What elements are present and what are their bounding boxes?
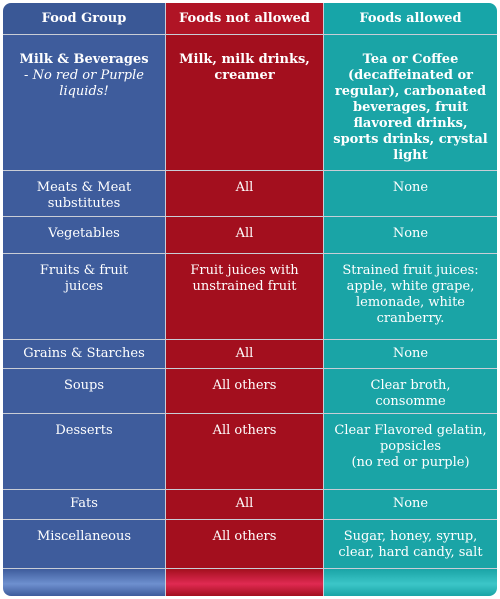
not-allowed-cell: All bbox=[166, 171, 324, 216]
food-group-cell: Miscellaneous bbox=[3, 520, 166, 568]
not-allowed-cell: All others bbox=[166, 520, 324, 568]
allowed-cell: None bbox=[324, 490, 497, 519]
diet-table: Food Group Foods not allowed Foods allow… bbox=[3, 3, 497, 596]
allowed-cell: Clear Flavored gelatin, popsicles (no re… bbox=[324, 414, 497, 489]
table-row: Vegetables All None bbox=[3, 217, 497, 254]
header-food-group: Food Group bbox=[3, 3, 166, 34]
allowed-cell: Sugar, honey, syrup, clear, hard candy, … bbox=[324, 520, 497, 568]
not-allowed-cell: All others bbox=[166, 414, 324, 489]
table-row: Fats All None bbox=[3, 490, 497, 520]
header-foods-not-allowed: Foods not allowed bbox=[166, 3, 324, 34]
not-allowed-cell: Fruit juices with unstrained fruit bbox=[166, 254, 324, 339]
table-row: Milk & Beverages - No red or Purple liqu… bbox=[3, 35, 497, 171]
food-group-cell: Milk & Beverages - No red or Purple liqu… bbox=[3, 35, 166, 170]
header-row: Food Group Foods not allowed Foods allow… bbox=[3, 3, 497, 35]
food-group-cell: Soups bbox=[3, 369, 166, 413]
food-group-cell: Vegetables bbox=[3, 217, 166, 253]
not-allowed-cell: All bbox=[166, 490, 324, 519]
allowed-cell: Tea or Coffee (decaffeinated or regular)… bbox=[324, 35, 497, 170]
allowed-cell: None bbox=[324, 171, 497, 216]
footer-allowed-band bbox=[324, 569, 497, 596]
allowed-cell: None bbox=[324, 217, 497, 253]
food-group-cell: Fats bbox=[3, 490, 166, 519]
food-group-note: - No red or Purple liquids! bbox=[24, 68, 144, 99]
allowed-cell: Strained fruit juices: apple, white grap… bbox=[324, 254, 497, 339]
table-row: Fruits & fruit juices Fruit juices with … bbox=[3, 254, 497, 340]
table-row: Meats & Meat substitutes All None bbox=[3, 171, 497, 217]
allowed-cell: None bbox=[324, 340, 497, 368]
footer-food-group-band bbox=[3, 569, 166, 596]
not-allowed-cell: All bbox=[166, 217, 324, 253]
header-foods-allowed: Foods allowed bbox=[324, 3, 497, 34]
not-allowed-cell: All others bbox=[166, 369, 324, 413]
table-row: Desserts All others Clear Flavored gelat… bbox=[3, 414, 497, 490]
food-group-label: Milk & Beverages bbox=[19, 52, 149, 67]
food-group-cell: Grains & Starches bbox=[3, 340, 166, 368]
table-row: Grains & Starches All None bbox=[3, 340, 497, 369]
allowed-note: (no red or purple) bbox=[351, 455, 470, 470]
food-group-cell: Fruits & fruit juices bbox=[3, 254, 166, 339]
food-group-cell: Desserts bbox=[3, 414, 166, 489]
table-row: Miscellaneous All others Sugar, honey, s… bbox=[3, 520, 497, 569]
food-group-cell: Meats & Meat substitutes bbox=[3, 171, 166, 216]
footer-not-allowed-band bbox=[166, 569, 324, 596]
allowed-cell: Clear broth, consomme bbox=[324, 369, 497, 413]
not-allowed-cell: All bbox=[166, 340, 324, 368]
allowed-text: Clear Flavored gelatin, popsicles bbox=[334, 423, 487, 454]
not-allowed-cell: Milk, milk drinks, creamer bbox=[166, 35, 324, 170]
table-row: Soups All others Clear broth, consomme bbox=[3, 369, 497, 414]
table-footer bbox=[3, 569, 497, 596]
